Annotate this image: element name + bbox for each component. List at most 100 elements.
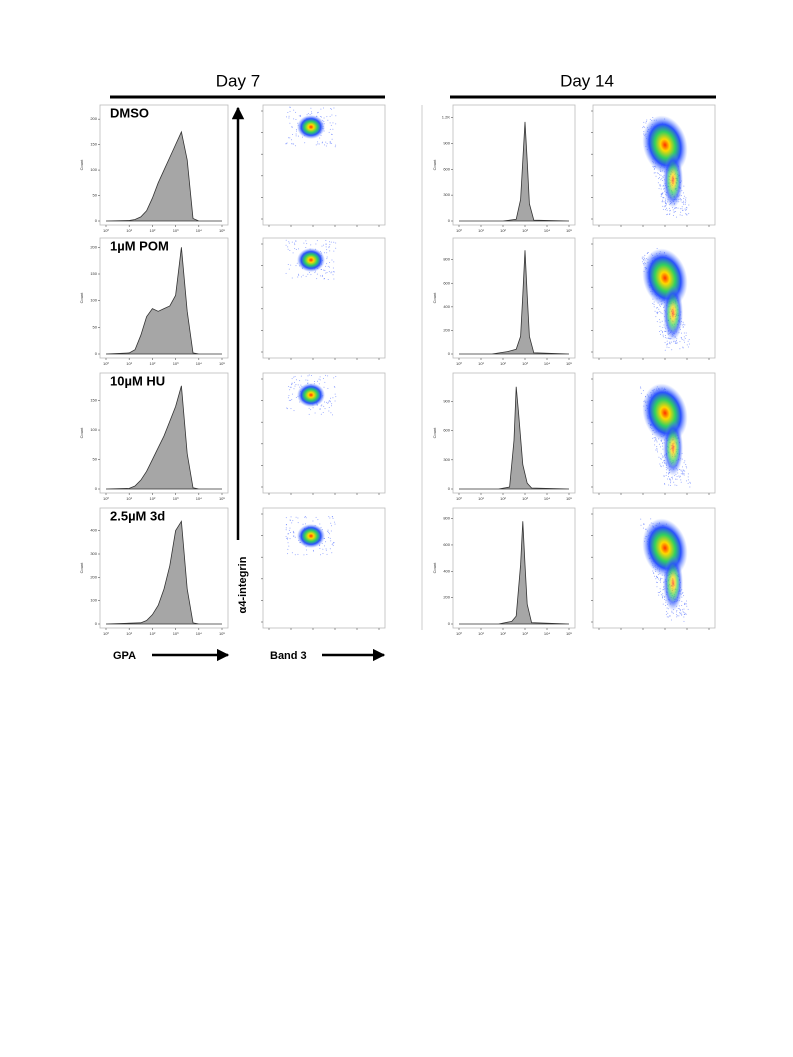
event-dot [305,247,307,249]
event-dot [683,336,685,338]
event-dot [653,437,655,439]
event-dot [642,527,644,529]
event-dot [663,197,665,199]
event-dot [334,400,336,402]
event-dot [659,579,661,581]
event-dot [330,522,332,524]
event-dot [288,242,290,244]
event-dot [331,142,333,144]
event-dot [679,609,681,611]
event-dot [673,211,675,213]
event-dot [295,240,297,242]
event-dot [683,339,685,341]
event-dot [323,120,325,122]
event-dot [285,244,287,246]
event-dot [687,476,689,478]
event-dot [329,517,331,519]
event-dot [681,609,683,611]
event-dot [335,242,337,244]
event-dot [659,463,661,465]
event-dot [312,407,314,409]
event-dot [659,325,661,327]
event-dot [328,400,330,402]
event-dot [291,143,293,145]
y-tick-label: 100 [90,167,97,172]
event-dot [321,141,323,143]
event-dot [289,389,291,391]
event-dot [664,205,666,207]
x-tick-label: 10¹ [478,631,484,636]
x-tick-label: 10⁰ [103,361,109,366]
event-dot [310,111,312,113]
event-dot [666,213,668,215]
event-dot [676,616,678,618]
histogram-area [105,520,222,625]
event-dot [640,518,642,520]
event-dot [322,378,324,380]
event-dot [681,466,683,468]
event-dot [666,346,668,348]
event-dot [302,523,304,525]
event-dot [332,397,334,399]
event-dot [325,549,327,551]
y-axis-label: Count [432,427,437,439]
event-dot [285,143,287,145]
event-dot [685,463,687,465]
event-dot [662,442,664,444]
y-tick-label: 600 [443,166,450,171]
event-dot [318,383,320,385]
event-dot [658,178,660,180]
event-dot [306,549,308,551]
y-axis-label: Count [432,562,437,574]
event-dot [640,524,642,526]
event-dot [667,612,669,614]
event-dot [328,537,330,539]
event-dot [661,178,663,180]
event-dot [661,313,663,315]
event-dot [332,517,334,519]
event-dot [680,200,682,202]
row-label: 2.5µM 3d [110,508,165,523]
event-dot [654,440,656,442]
y-tick-label: 600 [443,542,450,547]
event-dot [684,612,686,614]
event-dot [287,248,289,250]
x-tick-label: 10⁴ [196,361,202,366]
event-dot [676,613,678,615]
event-dot [332,122,334,124]
event-dot [652,302,654,304]
event-dot [295,249,297,251]
x-tick-label: 10⁵ [219,361,225,366]
event-dot [664,483,666,485]
event-dot [300,384,302,386]
event-dot [675,339,677,341]
event-dot [659,588,661,590]
event-dot [673,481,675,483]
event-dot [662,192,664,194]
event-dot [319,116,321,118]
event-dot [303,242,305,244]
event-dot [664,337,666,339]
event-dot [304,142,306,144]
y-tick-label: 200 [90,244,97,249]
event-dot [288,241,290,243]
event-dot [653,301,655,303]
event-dot [326,116,328,118]
event-dot [285,239,287,241]
x-tick-label: 10³ [173,361,179,366]
event-dot [329,548,331,550]
event-dot [685,209,687,211]
event-dot [658,594,660,596]
event-dot [684,603,686,605]
event-dot [288,529,290,531]
event-dot [675,340,677,342]
event-dot [684,470,686,472]
event-dot [328,407,330,409]
y-tick-label: 0 [95,218,98,223]
event-dot [328,247,330,249]
event-dot [660,185,662,187]
histogram-area [459,121,570,222]
event-dot [660,174,662,176]
event-dot [326,143,328,145]
event-dot [675,211,677,213]
